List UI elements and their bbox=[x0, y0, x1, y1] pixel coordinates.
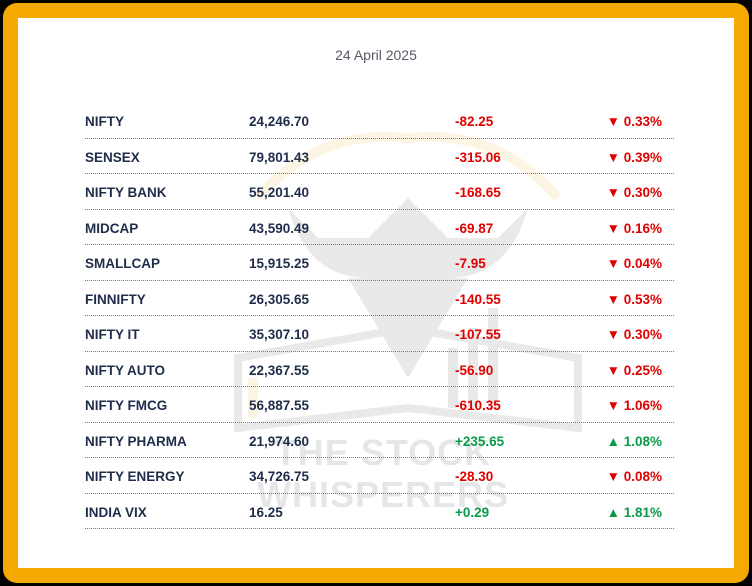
table-row: NIFTY BANK 55,201.40 -168.65 ▼ 0.30% bbox=[85, 174, 674, 210]
index-percent-change: ▼ 0.16% bbox=[606, 220, 662, 236]
index-name: NIFTY bbox=[85, 114, 124, 129]
index-percent-change: ▼ 0.30% bbox=[606, 327, 662, 342]
index-change: -107.55 bbox=[455, 327, 501, 342]
index-change: -28.30 bbox=[455, 469, 494, 484]
index-change: +0.29 bbox=[455, 504, 490, 520]
index-value: 34,726.75 bbox=[249, 469, 310, 484]
index-name: SMALLCAP bbox=[85, 256, 160, 271]
index-change: -82.25 bbox=[455, 114, 494, 129]
index-percent-change: ▼ 0.33% bbox=[606, 114, 662, 129]
index-percent-change: ▲ 1.08% bbox=[606, 433, 662, 449]
index-name: MIDCAP bbox=[85, 220, 139, 236]
table-row: NIFTY IT 35,307.10 -107.55 ▼ 0.30% bbox=[85, 316, 674, 352]
index-value: 79,801.43 bbox=[249, 149, 310, 165]
index-value: 21,974.60 bbox=[249, 433, 310, 449]
index-value: 26,305.65 bbox=[249, 291, 310, 307]
index-name: NIFTY AUTO bbox=[85, 362, 166, 378]
index-change: -56.90 bbox=[455, 362, 494, 378]
index-change: -140.55 bbox=[455, 291, 501, 307]
index-change: -69.87 bbox=[455, 220, 494, 236]
index-change: -168.65 bbox=[455, 185, 501, 200]
table-row: MIDCAP 43,590.49 -69.87 ▼ 0.16% bbox=[85, 210, 674, 245]
index-value: 24,246.70 bbox=[249, 114, 310, 129]
index-value: 22,367.55 bbox=[249, 362, 310, 378]
index-value: 15,915.25 bbox=[249, 256, 310, 271]
index-value: 55,201.40 bbox=[249, 185, 310, 200]
table-row: NIFTY FMCG 56,887.55 -610.35 ▼ 1.06% bbox=[85, 387, 674, 423]
index-change: +235.65 bbox=[455, 433, 505, 449]
index-percent-change: ▼ 0.08% bbox=[606, 469, 662, 484]
index-name: NIFTY FMCG bbox=[85, 398, 168, 413]
bull-logo-watermark bbox=[234, 131, 582, 433]
index-value: 43,590.49 bbox=[249, 220, 310, 236]
index-change: -7.95 bbox=[455, 256, 486, 271]
index-name: NIFTY ENERGY bbox=[85, 469, 185, 484]
table-row: NIFTY PHARMA 21,974.60 +235.65 ▲ 1.08% bbox=[85, 423, 674, 458]
index-change: -610.35 bbox=[455, 398, 501, 413]
index-percent-change: ▼ 1.06% bbox=[606, 398, 662, 413]
index-percent-change: ▼ 0.04% bbox=[606, 256, 662, 271]
index-name: INDIA VIX bbox=[85, 504, 147, 520]
table-row: SMALLCAP 15,915.25 -7.95 ▼ 0.04% bbox=[85, 245, 674, 281]
index-name: FINNIFTY bbox=[85, 291, 146, 307]
index-name: SENSEX bbox=[85, 149, 140, 165]
table-row: SENSEX 79,801.43 -315.06 ▼ 0.39% bbox=[85, 139, 674, 174]
index-percent-change: ▲ 1.81% bbox=[606, 504, 662, 520]
table-row: NIFTY 24,246.70 -82.25 ▼ 0.33% bbox=[85, 103, 674, 139]
table-row: NIFTY AUTO 22,367.55 -56.90 ▼ 0.25% bbox=[85, 352, 674, 387]
market-summary-card: THE STOCK WHISPERERS 24 April 2025 NIFTY… bbox=[18, 18, 734, 568]
index-percent-change: ▼ 0.53% bbox=[606, 291, 662, 307]
index-percent-change: ▼ 0.39% bbox=[606, 149, 662, 165]
index-percent-change: ▼ 0.30% bbox=[606, 185, 662, 200]
report-date: 24 April 2025 bbox=[335, 47, 417, 63]
table-row: FINNIFTY 26,305.65 -140.55 ▼ 0.53% bbox=[85, 281, 674, 316]
index-percent-change: ▼ 0.25% bbox=[606, 362, 662, 378]
index-table: NIFTY 24,246.70 -82.25 ▼ 0.33% SENSEX 79,801.… bbox=[85, 103, 674, 529]
index-name: NIFTY BANK bbox=[85, 185, 167, 200]
table-row: INDIA VIX 16.25 +0.29 ▲ 1.81% bbox=[85, 494, 674, 529]
index-value: 56,887.55 bbox=[249, 398, 310, 413]
index-name: NIFTY PHARMA bbox=[85, 433, 187, 449]
index-change: -315.06 bbox=[455, 149, 501, 165]
table-row: NIFTY ENERGY 34,726.75 -28.30 ▼ 0.08% bbox=[85, 458, 674, 494]
index-value: 35,307.10 bbox=[249, 327, 310, 342]
index-name: NIFTY IT bbox=[85, 327, 140, 342]
watermark-text: THE STOCK WHISPERERS bbox=[256, 432, 510, 515]
card-frame: THE STOCK WHISPERERS 24 April 2025 NIFTY… bbox=[3, 3, 749, 583]
index-value: 16.25 bbox=[249, 504, 283, 520]
